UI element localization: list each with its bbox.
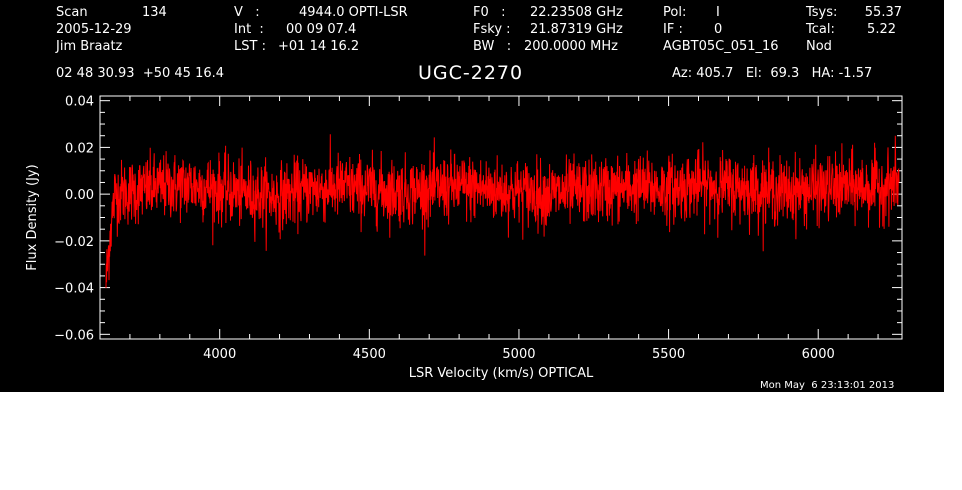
pol-label: Pol: xyxy=(663,5,687,20)
pol-value: I xyxy=(716,5,720,20)
x-axis-title: LSR Velocity (km/s) OPTICAL xyxy=(409,366,594,381)
axis-ticks xyxy=(99,96,902,339)
source-name: UGC-2270 xyxy=(418,62,524,84)
spectrum-series xyxy=(105,134,900,289)
source-coordinates: 02 48 30.93 +50 45 16.4 xyxy=(56,66,225,81)
x-tick-label: 6000 xyxy=(802,347,835,362)
scan-value: 134 xyxy=(142,5,167,20)
tsys-label: Tsys: xyxy=(806,5,838,20)
if-value: 0 xyxy=(714,22,723,37)
observer-name: Jim Braatz xyxy=(56,39,123,54)
bw-label: BW : xyxy=(473,39,512,54)
observation-date: 2005-12-29 xyxy=(56,22,132,37)
procedure-name: Nod xyxy=(806,39,832,54)
lst-value: +01 14 16.2 xyxy=(278,39,360,54)
bw-value: 200.0000 MHz xyxy=(524,39,618,54)
y-tick-label: 0.04 xyxy=(65,95,94,110)
timestamp: Mon May 6 23:13:01 2013 xyxy=(760,380,895,391)
y-tick-label: 0.02 xyxy=(65,141,94,156)
f0-label: F0 : xyxy=(473,5,506,20)
x-tick-label: 4500 xyxy=(353,347,386,362)
scan-label: Scan xyxy=(56,5,88,20)
spectrum-trace xyxy=(105,134,900,289)
y-tick-label: −0.06 xyxy=(54,328,94,343)
spectrum-chart: 4000 4500 5000 5500 6000 0.04 0.02 0.00 −0.02 −0… xyxy=(25,95,903,381)
x-tick-label: 4000 xyxy=(203,347,236,362)
tsys-value: 55.37 xyxy=(864,5,902,20)
x-tick-labels: 4000 4500 5000 5500 6000 xyxy=(203,347,835,362)
az-el-ha: Az: 405.7 El: 69.3 HA: -1.57 xyxy=(672,66,873,81)
velocity-label: V : xyxy=(234,5,260,20)
fsky-value: 21.87319 GHz xyxy=(530,22,623,37)
lst-label: LST : xyxy=(234,39,266,54)
y-tick-labels: 0.04 0.02 0.00 −0.02 −0.04 −0.06 xyxy=(54,95,94,344)
x-tick-label: 5500 xyxy=(652,347,685,362)
f0-value: 22.23508 GHz xyxy=(530,5,623,20)
y-tick-label: −0.04 xyxy=(54,282,94,297)
int-value: 00 09 07.4 xyxy=(286,22,357,37)
y-axis-title: Flux Density (Jy) xyxy=(25,164,40,270)
if-label: IF : xyxy=(663,22,683,37)
velocity-value: 4944.0 OPTI-LSR xyxy=(299,5,408,20)
project-id: AGBT05C_051_16 xyxy=(663,39,779,54)
tcal-label: Tcal: xyxy=(806,22,835,37)
x-tick-label: 5000 xyxy=(502,347,535,362)
tcal-value: 5.22 xyxy=(867,22,896,37)
fsky-label: Fsky : xyxy=(473,22,511,37)
plot-frame xyxy=(99,95,903,340)
int-label: Int : xyxy=(234,22,264,37)
y-tick-label: −0.02 xyxy=(54,235,94,250)
y-tick-label: 0.00 xyxy=(65,188,94,203)
